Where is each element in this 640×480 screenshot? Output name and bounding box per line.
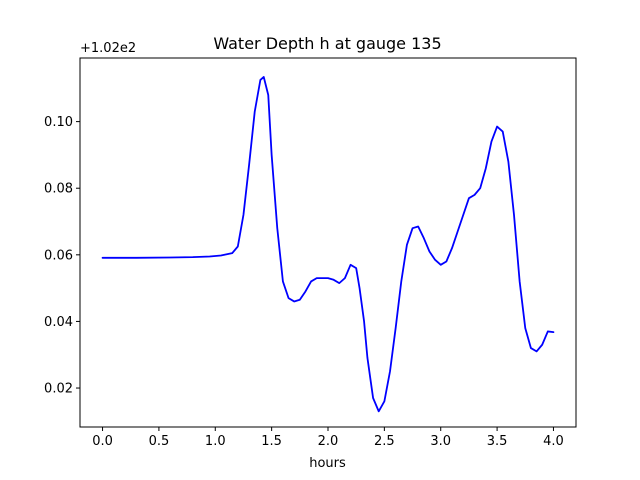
- series-line-0: [101, 76, 555, 413]
- x-tick-label: 1.0: [205, 434, 226, 449]
- y-tick-label: 0.02: [44, 382, 73, 397]
- x-tick-label: 4.0: [543, 434, 564, 449]
- y-tick-label: 0.06: [44, 248, 73, 263]
- x-tick-label: 1.5: [261, 434, 282, 449]
- plot-frame: [79, 57, 577, 428]
- x-tick-label: 3.5: [487, 434, 508, 449]
- x-tick-label: 2.0: [318, 434, 339, 449]
- chart-title: Water Depth h at gauge 135: [213, 34, 441, 53]
- y-tick-label: 0.08: [44, 182, 73, 197]
- x-tick-label: 3.0: [430, 434, 451, 449]
- x-axis-label: hours: [309, 456, 346, 471]
- y-tick-label: 0.10: [44, 115, 73, 130]
- x-tick-label: 0.0: [92, 434, 113, 449]
- y-tick-label: 0.04: [44, 315, 73, 330]
- x-tick-label: 0.5: [149, 434, 170, 449]
- plot-area: 0.0 0.5 1.0 1.5 2.0 2.5 3.0 3.5 4.0 0.02 0.04 0.06 0…: [44, 57, 577, 449]
- x-tick-label: 2.5: [374, 434, 395, 449]
- y-offset-label: +1.02e2: [80, 41, 136, 56]
